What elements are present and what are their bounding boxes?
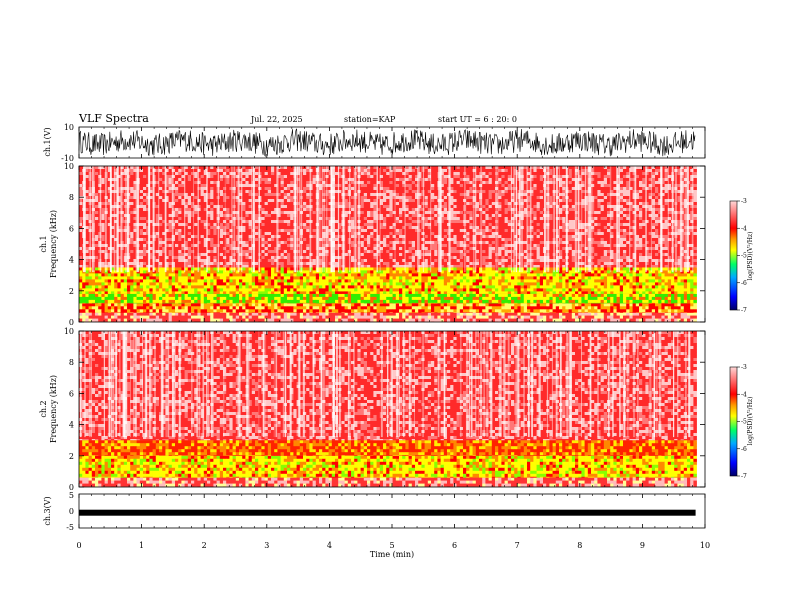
- spec2-ytick-2: 4: [69, 421, 74, 430]
- x-tick-0: 0: [76, 541, 81, 550]
- ch1-colorbar: [730, 201, 737, 310]
- x-tick-2: 2: [202, 541, 207, 550]
- ch3-ylabel: ch.3(V): [43, 496, 52, 525]
- cb1-ticks-tick-0: -3: [741, 198, 747, 205]
- ch1-waveform-panel: 10 -10 ch.1(V): [43, 123, 705, 163]
- ch2-colorbar-label: log(PSD)(V²/Hz): [747, 397, 754, 446]
- ch3-waveform-panel: 5 0 -5 ch.3(V): [43, 491, 705, 532]
- spec2-ytick-4: 8: [69, 358, 74, 367]
- x-tick-8: 8: [577, 541, 582, 550]
- spec1-ytick-1: 2: [69, 287, 74, 296]
- ch1-ylabel: ch.1(V): [43, 127, 52, 156]
- spec1-ytick-2: 4: [69, 256, 74, 265]
- x-tick-3: 3: [264, 541, 269, 550]
- spec1-ytick-4: 8: [69, 193, 74, 202]
- ch1-waveform-line: [79, 129, 695, 157]
- cb2-ticks-tick-3: -6: [741, 446, 747, 453]
- x-axis-label: Time (min): [370, 550, 414, 559]
- cb2-ticks-tick-4: -7: [741, 473, 747, 480]
- spec2-ytick-5: 10: [64, 327, 74, 336]
- spec2-ytick-1: 2: [69, 452, 74, 461]
- ch2-spectrogram-image: [79, 331, 697, 487]
- cb2-ticks-tick-0: -3: [741, 364, 747, 371]
- cb1-ticks-tick-1: -4: [741, 225, 747, 232]
- x-tick-10: 10: [700, 541, 710, 550]
- ch1-spec-ylabel-freq: Frequency (kHz): [49, 210, 58, 278]
- spec2-ytick-3: 6: [69, 389, 74, 398]
- x-tick-5: 5: [389, 541, 394, 550]
- ch2-spec-ylabel-freq: Frequency (kHz): [49, 375, 58, 443]
- x-tick-1: 1: [139, 541, 144, 550]
- station-label: station=KAP: [344, 115, 396, 124]
- figure-title: VLF Spectra: [78, 112, 149, 125]
- ch3-ytick-mid: 0: [69, 507, 74, 516]
- x-tick-6: 6: [452, 541, 457, 550]
- ch2-spec-ylabel-channel: ch.2: [39, 400, 48, 417]
- ch2-colorbar: [730, 367, 737, 476]
- spec1-ytick-3: 6: [69, 224, 74, 233]
- date-label: Jul. 22, 2025: [250, 115, 303, 124]
- cb1-ticks-tick-4: -7: [741, 307, 747, 314]
- spec1-ytick-5: 10: [64, 162, 74, 171]
- ch1-ytick-top: 10: [64, 123, 74, 132]
- ch1-colorbar-label: log(PSD)(V²/Hz): [747, 232, 754, 281]
- ch3-ytick-bottom: -5: [66, 523, 74, 532]
- vlf-figure: VLF Spectra Jul. 22, 2025 station=KAP st…: [0, 0, 792, 612]
- start-time-label: start UT = 6 : 20: 0: [438, 115, 517, 124]
- x-tick-9: 9: [640, 541, 645, 550]
- ch3-waveform-line: [79, 510, 696, 516]
- x-tick-7: 7: [515, 541, 520, 550]
- x-tick-4: 4: [327, 541, 332, 550]
- ch3-ytick-top: 5: [69, 491, 74, 500]
- spec1-ytick-0: 0: [69, 318, 74, 327]
- ch1-spec-ylabel-channel: ch.1: [39, 235, 48, 252]
- ch1-spectrogram-image: [79, 166, 697, 322]
